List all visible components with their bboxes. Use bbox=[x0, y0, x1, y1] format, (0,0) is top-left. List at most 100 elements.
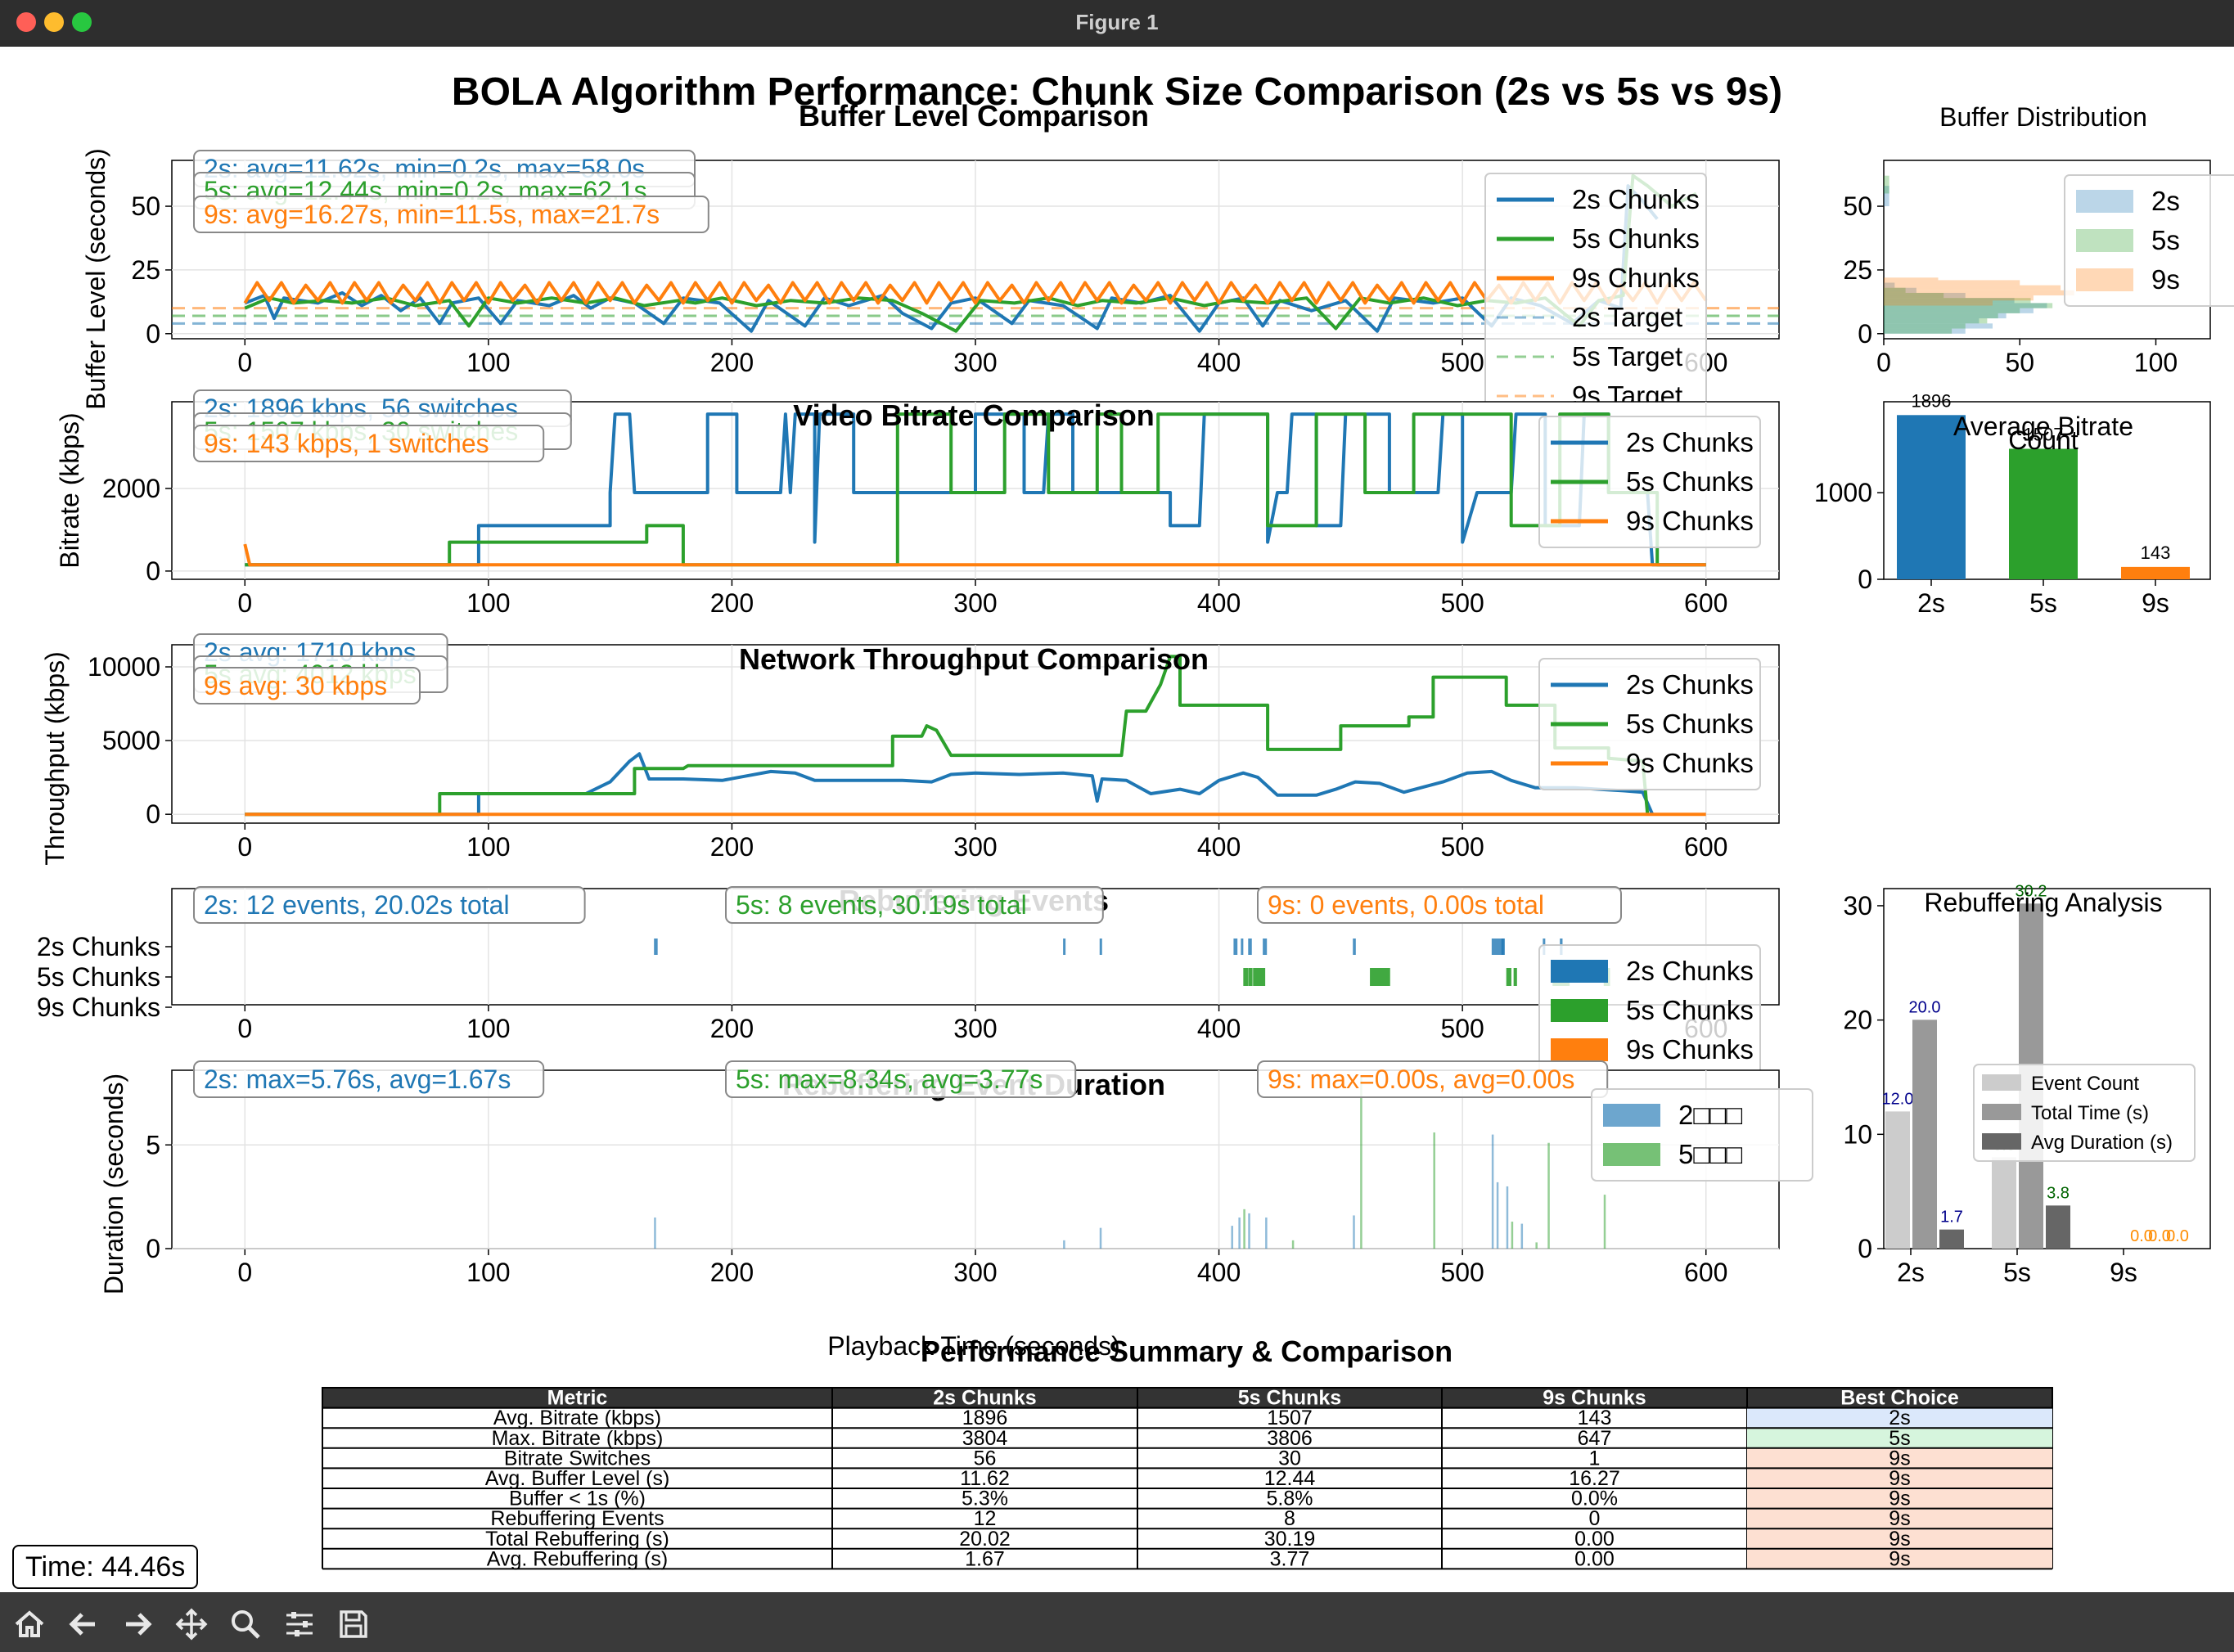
rebuffer-events-chart-x-tick-label: 400 bbox=[1197, 1014, 1241, 1043]
rebuffer-duration-chart-bar-2s bbox=[1265, 1217, 1268, 1249]
rebuffer-events-chart-legend-patch bbox=[1551, 999, 1608, 1022]
rebuffer-duration-chart-annotation: 5s: max=8.34s, avg=3.77s bbox=[736, 1065, 1043, 1094]
summary-table-cell: 8 bbox=[1284, 1507, 1295, 1530]
summary-table-cell: Avg. Bitrate (kbps) bbox=[493, 1407, 661, 1429]
rebuffer-duration-chart-bar-2s bbox=[1353, 1215, 1355, 1249]
buffer-distribution-chart-legend-label: 2s bbox=[2151, 186, 2180, 216]
rebuffer-events-chart-event-2s bbox=[1233, 939, 1238, 955]
summary-table-cell: Rebuffering Events bbox=[490, 1507, 664, 1530]
rebuffering-analysis-chart-data-label: 20.0 bbox=[1909, 998, 1941, 1016]
minimize-window-button[interactable] bbox=[44, 12, 64, 32]
rebuffer-duration-chart-bar-2s bbox=[1506, 1186, 1509, 1249]
throughput-chart-x-tick-label: 400 bbox=[1197, 832, 1241, 862]
throughput-chart-x-tick-label: 0 bbox=[237, 832, 252, 862]
rebuffer-duration-chart-bar-2s bbox=[1520, 1223, 1524, 1249]
forward-icon[interactable] bbox=[115, 1601, 160, 1647]
summary-table-header-cell: Metric bbox=[547, 1387, 608, 1410]
buffer-distribution-chart-bin-5s bbox=[1884, 328, 1952, 334]
rebuffer-events-chart-legend-patch bbox=[1551, 1038, 1608, 1061]
buffer-distribution-chart-bin-2s bbox=[1884, 292, 1966, 299]
back-icon[interactable] bbox=[61, 1601, 106, 1647]
buffer-distribution-chart-legend-patch bbox=[2076, 190, 2133, 213]
buffer-level-chart-title: Buffer Level Comparison bbox=[799, 99, 1149, 133]
maximize-window-button[interactable] bbox=[72, 12, 92, 32]
close-window-button[interactable] bbox=[16, 12, 36, 32]
summary-table-cell: Max. Bitrate (kbps) bbox=[492, 1427, 664, 1450]
throughput-chart-x-tick-label: 600 bbox=[1684, 832, 1727, 862]
buffer-distribution-chart-bin-2s bbox=[1884, 313, 2007, 319]
throughput-chart-x-tick-label: 300 bbox=[953, 832, 997, 862]
buffer-level-chart-y-tick-label: 0 bbox=[146, 319, 160, 349]
save-icon[interactable] bbox=[331, 1601, 376, 1647]
rebuffering-analysis-chart-bar bbox=[1992, 1157, 2016, 1249]
rebuffering-analysis-chart-data-label: 12.0 bbox=[1882, 1090, 1914, 1108]
rebuffer-events-chart-annotation: 9s: 0 events, 0.00s total bbox=[1268, 890, 1544, 920]
figure-suptitle: BOLA Algorithm Performance: Chunk Size C… bbox=[452, 70, 1782, 114]
buffer-distribution-chart-y-tick-label: 0 bbox=[1858, 319, 1872, 349]
throughput-chart-ylabel: Throughput (kbps) bbox=[40, 651, 70, 865]
average-bitrate-chart-y-tick-label: 0 bbox=[1858, 565, 1872, 594]
buffer-distribution-chart-legend-patch bbox=[2076, 229, 2133, 252]
buffer-distribution-chart-legend-label: 9s bbox=[2151, 264, 2180, 295]
summary-table-best-cell-fill bbox=[1747, 1407, 2052, 1429]
rebuffer-duration-chart-x-tick-label: 300 bbox=[953, 1258, 997, 1287]
buffer-distribution-chart-bin-2s bbox=[1884, 303, 2047, 308]
rebuffer-duration-chart-bar-5s bbox=[1535, 1242, 1538, 1249]
buffer-level-chart-legend-label: 2s Target bbox=[1572, 302, 1682, 332]
rebuffering-analysis-chart-bar bbox=[1939, 1229, 1964, 1249]
average-bitrate-chart-y-tick-label: 1000 bbox=[1814, 478, 1872, 507]
summary-table-best-cell-fill bbox=[1747, 1508, 2052, 1529]
rebuffer-events-chart-event-5s bbox=[1253, 968, 1266, 986]
buffer-distribution-chart-legend-label: 5s bbox=[2151, 225, 2180, 255]
rebuffering-analysis-chart-y-tick-label: 10 bbox=[1843, 1119, 1872, 1149]
throughput-chart-x-tick-label: 100 bbox=[466, 832, 510, 862]
summary-table-cell: 5.3% bbox=[962, 1488, 1008, 1510]
buffer-distribution-chart-bin-2s bbox=[1884, 323, 1993, 329]
summary-table-cell: Total Rebuffering (s) bbox=[485, 1528, 669, 1551]
rebuffer-events-chart-event-2s bbox=[654, 939, 658, 955]
rebuffer-events-chart-event-2s bbox=[1241, 939, 1244, 955]
throughput-chart-legend-box bbox=[1538, 658, 1761, 790]
rebuffer-duration-chart-y-tick-label: 5 bbox=[146, 1130, 160, 1159]
buffer-level-chart-x-tick-label: 100 bbox=[466, 348, 510, 377]
rebuffer-events-chart-event-5s bbox=[1513, 968, 1517, 986]
rebuffer-events-chart-annotation: 2s: 12 events, 20.02s total bbox=[204, 890, 510, 920]
home-icon[interactable] bbox=[7, 1601, 52, 1647]
rebuffer-duration-chart-bar-5s bbox=[1291, 1240, 1295, 1249]
rebuffer-events-chart-event-2s bbox=[1263, 939, 1268, 955]
buffer-level-chart-x-tick-label: 0 bbox=[237, 348, 252, 377]
rebuffer-duration-chart-bar-2s bbox=[1496, 1182, 1499, 1249]
average-bitrate-chart-data-label: 143 bbox=[2141, 542, 2171, 563]
buffer-distribution-chart-bin-5s bbox=[1884, 298, 2031, 304]
buffer-level-chart-annotation-box bbox=[193, 196, 709, 233]
rebuffer-events-chart-y-tick-label: 5s Chunks bbox=[37, 962, 160, 992]
rebuffer-events-chart-event-5s bbox=[1243, 968, 1248, 986]
summary-table-best-cell-fill bbox=[1747, 1468, 2052, 1488]
buffer-distribution-chart-bin-5s bbox=[1884, 175, 1889, 194]
buffer-distribution-chart-bin-5s bbox=[1884, 313, 1998, 319]
configure-icon[interactable] bbox=[277, 1601, 322, 1647]
rebuffering-analysis-chart-data-label: 0.0 bbox=[2130, 1227, 2153, 1245]
throughput-chart-legend-label: 5s Chunks bbox=[1626, 709, 1754, 739]
summary-table-header-cell: Best Choice bbox=[1840, 1387, 1959, 1410]
summary-table-cell: 20.02 bbox=[959, 1528, 1011, 1551]
summary-table-header-cell: 5s Chunks bbox=[1238, 1387, 1341, 1410]
zoom-icon[interactable] bbox=[223, 1601, 268, 1647]
throughput-chart-y-tick-label: 0 bbox=[146, 799, 160, 829]
pan-icon[interactable] bbox=[169, 1601, 214, 1647]
buffer-level-chart-annotation: 9s: avg=16.27s, min=11.5s, max=21.7s bbox=[204, 200, 660, 229]
rebuffering-analysis-chart-y-tick-label: 20 bbox=[1843, 1006, 1872, 1035]
rebuffer-duration-chart-bar-2s bbox=[1099, 1227, 1102, 1249]
buffer-distribution-chart-bin-5s bbox=[1884, 318, 1988, 324]
summary-table-title: Performance Summary & Comparison bbox=[921, 1335, 1453, 1368]
window-titlebar: Figure 1 bbox=[0, 0, 2234, 47]
rebuffer-duration-chart-annotation-box bbox=[725, 1060, 1077, 1098]
throughput-chart-legend-label: 9s Chunks bbox=[1626, 748, 1754, 778]
summary-table-cell: 9s bbox=[1889, 1528, 1910, 1551]
throughput-chart-x-tick-label: 200 bbox=[710, 832, 754, 862]
buffer-level-chart-legend-label: 5s Chunks bbox=[1572, 223, 1700, 254]
average-bitrate-chart-data-label: 1507 bbox=[2024, 424, 2064, 444]
rebuffer-duration-chart-bar-5s bbox=[1360, 1076, 1362, 1249]
buffer-distribution-chart-bin-2s bbox=[1884, 186, 1889, 207]
rebuffering-analysis-chart-legend-label: Event Count bbox=[2031, 1073, 2139, 1095]
